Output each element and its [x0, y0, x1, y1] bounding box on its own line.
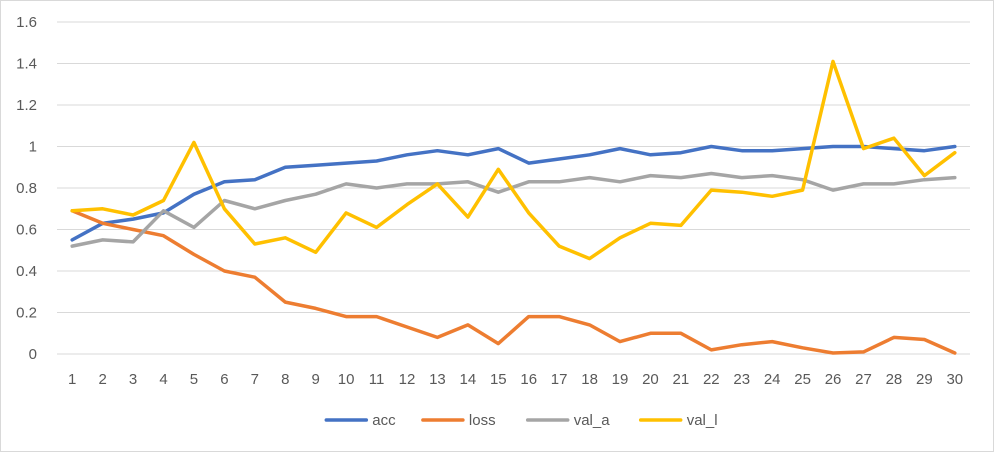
axes: 00.20.40.60.811.21.41.61 2 3 4 5 6 7 8 9 10 11 12 13…: [16, 14, 970, 388]
x-tick-label: 25: [794, 371, 811, 388]
x-tick-label: 6: [220, 371, 228, 388]
y-tick-label: 1: [29, 139, 37, 156]
legend-item-val-a: val_a: [525, 412, 611, 429]
legend-label: val_a: [574, 412, 611, 429]
x-tick-label: 27: [855, 371, 872, 388]
x-tick-label: 16: [520, 371, 537, 388]
legend-item-loss: loss: [421, 412, 496, 429]
legend-item-val-l: val_l: [638, 412, 718, 429]
series-line-loss: [70, 209, 957, 355]
x-tick-label: 24: [764, 371, 781, 388]
x-tick-label: 29: [916, 371, 933, 388]
y-tick-label: 0: [29, 346, 37, 363]
y-tick-label: 1.4: [16, 56, 37, 73]
x-tick-label: 2: [98, 371, 106, 388]
x-tick-label: 21: [673, 371, 690, 388]
x-tick-label: 3: [129, 371, 137, 388]
x-tick-label: 23: [733, 371, 750, 388]
x-tick-label: 13: [429, 371, 446, 388]
x-tick-label: 22: [703, 371, 720, 388]
x-tick-label: 9: [312, 371, 320, 388]
y-tick-label: 0.2: [16, 305, 37, 322]
y-tick-label: 0.6: [16, 222, 37, 239]
x-tick-label: 17: [551, 371, 568, 388]
series-line-acc: [70, 144, 957, 242]
series-line-val-a: [70, 171, 957, 248]
gridlines: [57, 21, 970, 313]
legend-label: loss: [469, 412, 496, 429]
x-tick-label: 11: [369, 371, 385, 388]
legend-label: val_l: [687, 412, 718, 429]
legend-item-acc: acc: [324, 412, 396, 429]
x-tick-label: 30: [946, 371, 963, 388]
x-tick-label: 12: [399, 371, 416, 388]
x-tick-label: 7: [251, 371, 259, 388]
y-tick-label: 1.2: [16, 97, 37, 114]
y-tick-label: 0.8: [16, 180, 37, 197]
x-tick-label: 10: [338, 371, 355, 388]
x-tick-label: 26: [825, 371, 842, 388]
legend: acc loss val_a val_l: [324, 412, 718, 429]
x-tick-label: 14: [460, 371, 477, 388]
y-tick-label: 0.4: [16, 263, 37, 280]
x-tick-label: 1: [68, 371, 76, 388]
y-tick-label: 1.6: [16, 14, 37, 31]
x-tick-label: 19: [612, 371, 629, 388]
series-lines: [70, 59, 957, 355]
legend-label: acc: [372, 412, 396, 429]
x-tick-label: 15: [490, 371, 507, 388]
x-tick-label: 4: [159, 371, 167, 388]
x-tick-label: 20: [642, 371, 659, 388]
x-tick-label: 18: [581, 371, 598, 388]
x-tick-label: 8: [281, 371, 289, 388]
x-tick-label: 5: [190, 371, 198, 388]
series-line-val-l: [70, 59, 957, 261]
x-tick-label: 28: [886, 371, 903, 388]
